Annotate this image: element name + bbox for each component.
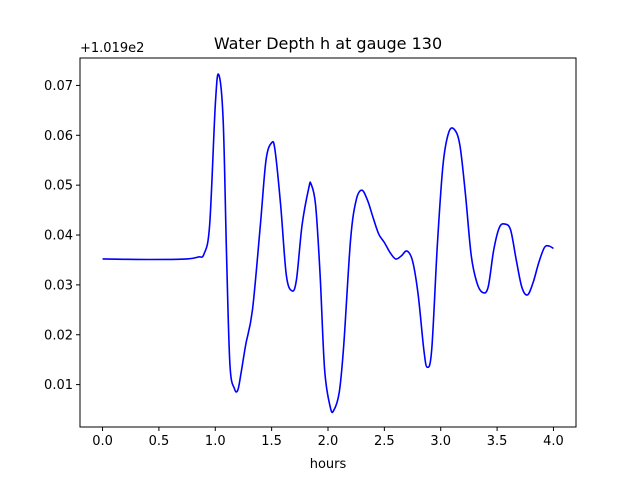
x-tick-label: 3.0 bbox=[430, 434, 451, 449]
x-tick-label: 0.0 bbox=[92, 434, 113, 449]
y-tick-label: 0.06 bbox=[44, 129, 73, 144]
x-tick-label: 0.5 bbox=[149, 434, 170, 449]
y-tick-label: 0.02 bbox=[44, 328, 73, 343]
x-tick-label: 2.0 bbox=[318, 434, 339, 449]
y-tick-label: 0.07 bbox=[44, 79, 73, 94]
y-offset-label: +1.019e2 bbox=[80, 41, 144, 56]
y-tick-label: 0.04 bbox=[44, 229, 73, 244]
y-tick-label: 0.03 bbox=[44, 278, 73, 293]
x-tick-label: 3.5 bbox=[487, 434, 508, 449]
series-line bbox=[102, 73, 554, 414]
x-axis-label: hours bbox=[310, 457, 347, 472]
x-tick-label: 1.0 bbox=[205, 434, 226, 449]
x-tick-label: 1.5 bbox=[261, 434, 282, 449]
y-tick-label: 0.01 bbox=[44, 378, 73, 393]
x-tick-label: 4.0 bbox=[543, 434, 564, 449]
plot-area: 0.0 0.5 1.0 1.5 2.0 2.5 3.0 3.5 4.0 0.01 0.02 0.03 0… bbox=[44, 73, 564, 449]
axes-frame bbox=[79, 57, 577, 428]
y-tick-label: 0.05 bbox=[44, 179, 73, 194]
chart-title: Water Depth h at gauge 130 bbox=[214, 34, 442, 53]
x-tick-label: 2.5 bbox=[374, 434, 395, 449]
